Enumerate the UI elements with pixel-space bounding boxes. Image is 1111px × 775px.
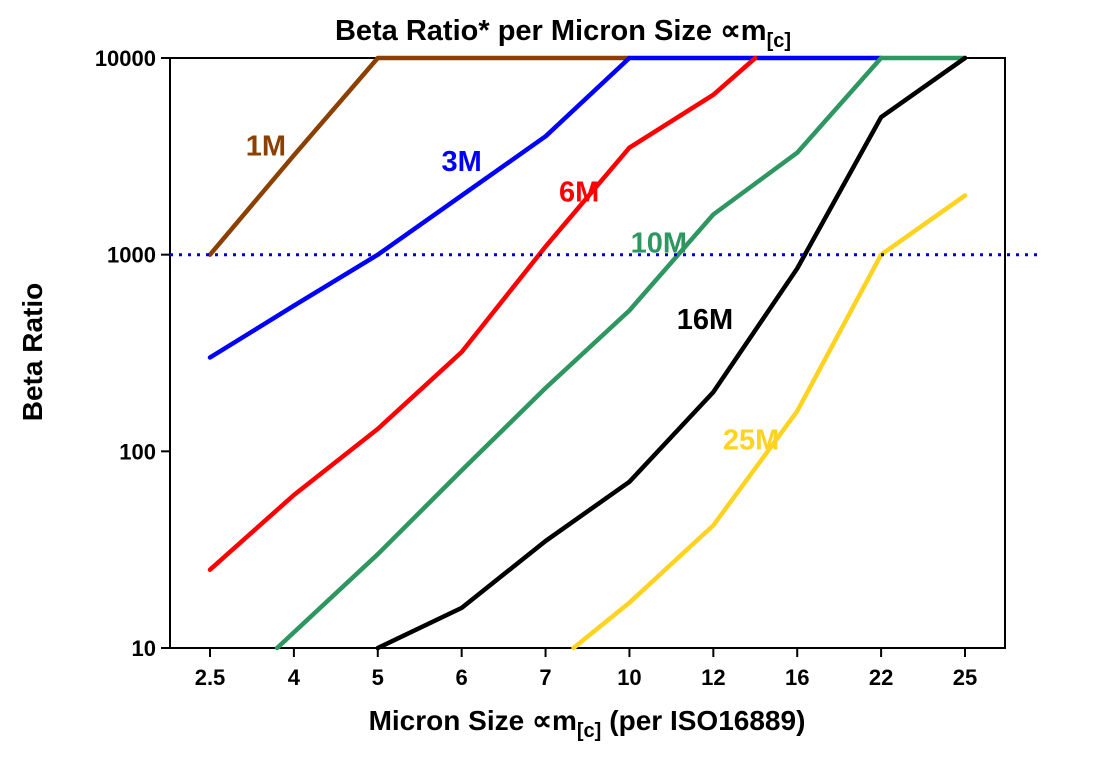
series-line-16M — [375, 55, 968, 651]
x-tick-label: 7 — [539, 665, 551, 690]
series-line-3M — [207, 55, 884, 360]
x-tick-label: 12 — [701, 665, 725, 690]
series-label-3M: 3M — [442, 146, 482, 178]
x-tick-label: 10 — [617, 665, 641, 690]
chart-title: Beta Ratio* per Micron Size ∝m[c] — [335, 15, 791, 52]
x-tick-label: 22 — [869, 665, 893, 690]
x-tick-label: 6 — [456, 665, 468, 690]
series-line-10M — [274, 55, 968, 651]
series-line-6M — [207, 55, 758, 572]
x-tick-label: 16 — [785, 665, 809, 690]
x-tick-label: 2.5 — [195, 665, 226, 690]
x-tick-label: 25 — [953, 665, 977, 690]
y-tick-label: 1000 — [107, 243, 156, 268]
y-tick-label: 10 — [132, 636, 156, 661]
series-label-25M: 25M — [723, 424, 779, 456]
series-line-1M — [207, 55, 632, 257]
y-axis-title: Beta Ratio — [17, 283, 48, 421]
series-label-1M: 1M — [246, 130, 286, 162]
series-line-25M — [571, 193, 968, 651]
y-tick-label: 10000 — [95, 46, 156, 71]
x-axis-title: Micron Size ∝m[c] (per ISO16889) — [369, 705, 806, 742]
x-tick-label: 4 — [288, 665, 301, 690]
series-label-10M: 10M — [631, 228, 687, 260]
x-tick-label: 5 — [372, 665, 384, 690]
plot-border — [169, 57, 1006, 649]
plot-layer: 2.5 4 5 6 7 10 12 16 22 25 10 100 1000 10000 1M 3M 6M 10M… — [95, 46, 1038, 690]
y-tick-label: 100 — [119, 439, 156, 464]
series-label-6M: 6M — [559, 176, 599, 208]
series-label-16M: 16M — [677, 304, 733, 336]
